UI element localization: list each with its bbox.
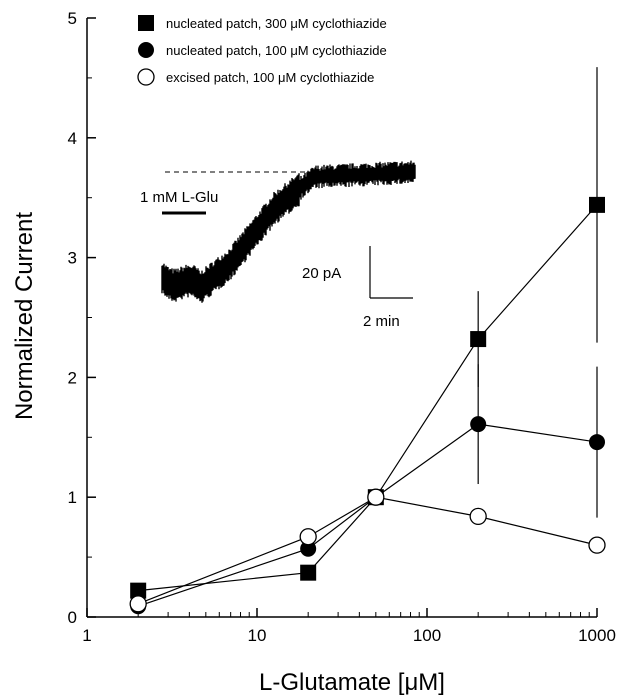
data-point-square xyxy=(470,331,487,348)
legend-label: nucleated patch, 300 μM cyclothiazide xyxy=(166,16,387,31)
legend-marker-square xyxy=(138,15,154,31)
series-1 xyxy=(130,67,605,599)
x-axis-title: L-Glutamate [μM] xyxy=(259,669,445,696)
legend-label: nucleated patch, 100 μM cyclothiazide xyxy=(166,43,387,58)
series-line xyxy=(137,496,598,605)
inset-current-trace: 1 mM L-Glu 20 pA 2 min xyxy=(140,160,416,330)
x-tick-label: 1 xyxy=(82,626,91,645)
y-axis-title: Normalized Current xyxy=(11,212,38,420)
x-tick-label: 10 xyxy=(248,626,267,645)
data-point-open-circle xyxy=(299,528,317,546)
y-tick-label: 1 xyxy=(68,488,77,507)
data-point-open-circle xyxy=(367,488,385,506)
series-line xyxy=(137,423,598,607)
data-point-filled-circle xyxy=(300,540,317,557)
data-point-open-circle xyxy=(469,507,487,526)
data-point-open-circle xyxy=(588,536,606,554)
scale-current-label: 20 pA xyxy=(302,265,341,282)
current-trace xyxy=(161,160,416,303)
legend-label: excised patch, 100 μM cyclothiazide xyxy=(166,70,374,85)
scale-time-label: 2 min xyxy=(363,313,400,330)
series-line xyxy=(138,204,598,592)
series-3 xyxy=(129,488,606,613)
x-tick-label: 100 xyxy=(413,626,441,645)
y-tick-label: 2 xyxy=(68,368,77,387)
legend: nucleated patch, 300 μM cyclothiazide nuc… xyxy=(137,15,387,86)
data-point-open-circle xyxy=(129,595,147,613)
legend-marker-open-circle xyxy=(137,68,155,86)
data-point-square xyxy=(300,564,317,581)
data-point-filled-circle xyxy=(589,434,605,451)
data-point-square xyxy=(130,582,147,599)
y-tick-label: 5 xyxy=(68,9,77,28)
series-2 xyxy=(130,364,605,615)
stimulus-label: 1 mM L-Glu xyxy=(140,189,218,206)
y-tick-label: 0 xyxy=(68,608,77,627)
data-series xyxy=(129,67,606,615)
y-tick-label: 4 xyxy=(68,129,77,148)
y-tick-label: 3 xyxy=(68,249,77,268)
data-point-filled-circle xyxy=(470,416,487,433)
x-tick-label: 1000 xyxy=(578,626,616,645)
data-point-square xyxy=(589,196,605,213)
legend-marker-filled-circle xyxy=(138,42,154,58)
